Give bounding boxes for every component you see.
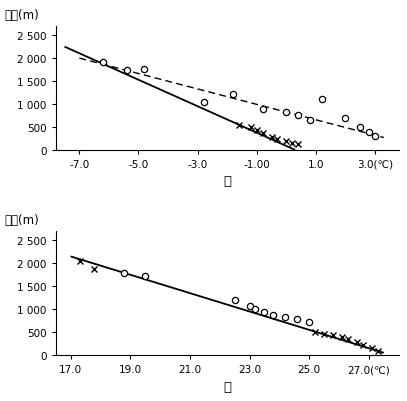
Text: 海拔(m): 海拔(m) (4, 9, 39, 22)
Text: 海拔(m): 海拔(m) (4, 214, 39, 227)
X-axis label: 乙: 乙 (223, 380, 231, 393)
X-axis label: 甲: 甲 (223, 175, 231, 188)
